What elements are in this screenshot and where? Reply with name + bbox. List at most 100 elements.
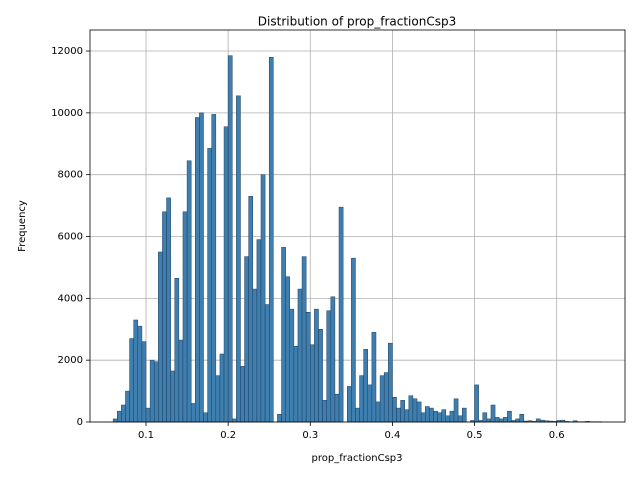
bar — [240, 366, 245, 423]
bar — [375, 401, 381, 423]
bar — [268, 56, 274, 423]
bar — [289, 308, 295, 423]
bar — [162, 211, 167, 423]
bar — [404, 409, 410, 423]
bar — [158, 251, 163, 423]
bar — [535, 418, 541, 423]
bar — [125, 390, 130, 423]
bar — [141, 341, 147, 423]
bar — [351, 257, 356, 423]
bar — [117, 410, 122, 423]
bar — [277, 414, 282, 423]
bar — [490, 404, 496, 423]
bar — [166, 197, 171, 423]
bar — [121, 404, 126, 423]
bar — [433, 410, 438, 423]
bar — [227, 55, 233, 423]
y-tick-label: 6000 — [58, 232, 83, 243]
bar — [392, 397, 397, 423]
bar — [215, 375, 221, 423]
bar — [199, 112, 204, 423]
bar — [461, 407, 467, 423]
bar — [412, 398, 418, 423]
bar — [482, 412, 488, 423]
bar — [236, 95, 241, 423]
y-tick-label: 8000 — [58, 170, 83, 181]
bar — [338, 206, 344, 423]
x-tick-label: 0.6 — [549, 430, 565, 441]
bar — [305, 312, 311, 423]
bar — [281, 247, 286, 423]
bar — [174, 277, 180, 423]
y-tick-label: 0 — [77, 417, 83, 428]
bar — [474, 384, 479, 423]
bar — [318, 329, 323, 423]
bar — [293, 346, 299, 423]
bar — [264, 304, 270, 423]
bar — [145, 407, 151, 423]
bar — [486, 418, 492, 423]
bar — [445, 415, 451, 423]
bar — [400, 400, 405, 423]
bar — [437, 412, 442, 423]
bar — [223, 126, 229, 423]
bar — [182, 211, 188, 423]
bar — [207, 148, 212, 423]
bar — [326, 310, 332, 423]
bar — [355, 407, 360, 423]
bar — [219, 353, 225, 423]
bar — [170, 370, 176, 423]
bar — [367, 384, 373, 423]
bar — [149, 359, 155, 423]
bar — [425, 406, 430, 423]
bar — [244, 256, 249, 423]
bar — [420, 412, 426, 423]
bar — [453, 398, 459, 423]
y-tick-label: 4000 — [58, 293, 83, 304]
plot-frame — [89, 29, 626, 423]
y-axis-label: Frequency — [17, 200, 28, 252]
x-tick-label: 0.2 — [220, 430, 236, 441]
bar — [137, 325, 143, 423]
bar — [507, 410, 512, 423]
bar — [441, 409, 447, 423]
bar — [379, 375, 385, 423]
chart-title: Distribution of prop_fractionCsp3 — [258, 15, 456, 29]
bar — [252, 288, 258, 423]
x-tick-label: 0.5 — [467, 430, 483, 441]
x-axis-label: prop_fractionCsp3 — [311, 453, 402, 464]
bar — [190, 403, 196, 423]
bar — [334, 393, 340, 423]
bar — [346, 386, 352, 423]
bar — [285, 276, 290, 423]
bar — [301, 256, 307, 423]
bar — [503, 417, 508, 423]
bar — [133, 319, 139, 423]
bar — [195, 117, 200, 423]
bar — [248, 196, 254, 423]
bar — [314, 308, 319, 423]
bar — [519, 414, 525, 423]
y-tick-label: 10000 — [51, 108, 83, 119]
bar — [112, 418, 118, 423]
bar — [449, 410, 455, 423]
bar — [416, 401, 422, 423]
bar — [260, 174, 266, 423]
bar — [232, 418, 237, 423]
bar — [457, 415, 463, 423]
bar — [359, 375, 364, 423]
bar — [297, 288, 303, 423]
bar — [515, 418, 520, 423]
bar — [322, 400, 327, 423]
bar — [429, 407, 434, 423]
bar — [383, 372, 389, 423]
bar — [203, 412, 208, 423]
bar — [186, 160, 192, 423]
y-tick-label: 2000 — [58, 355, 83, 366]
bar — [129, 338, 134, 423]
bar — [396, 407, 401, 423]
bar — [310, 344, 315, 423]
bar — [211, 114, 217, 423]
bar — [408, 395, 414, 423]
